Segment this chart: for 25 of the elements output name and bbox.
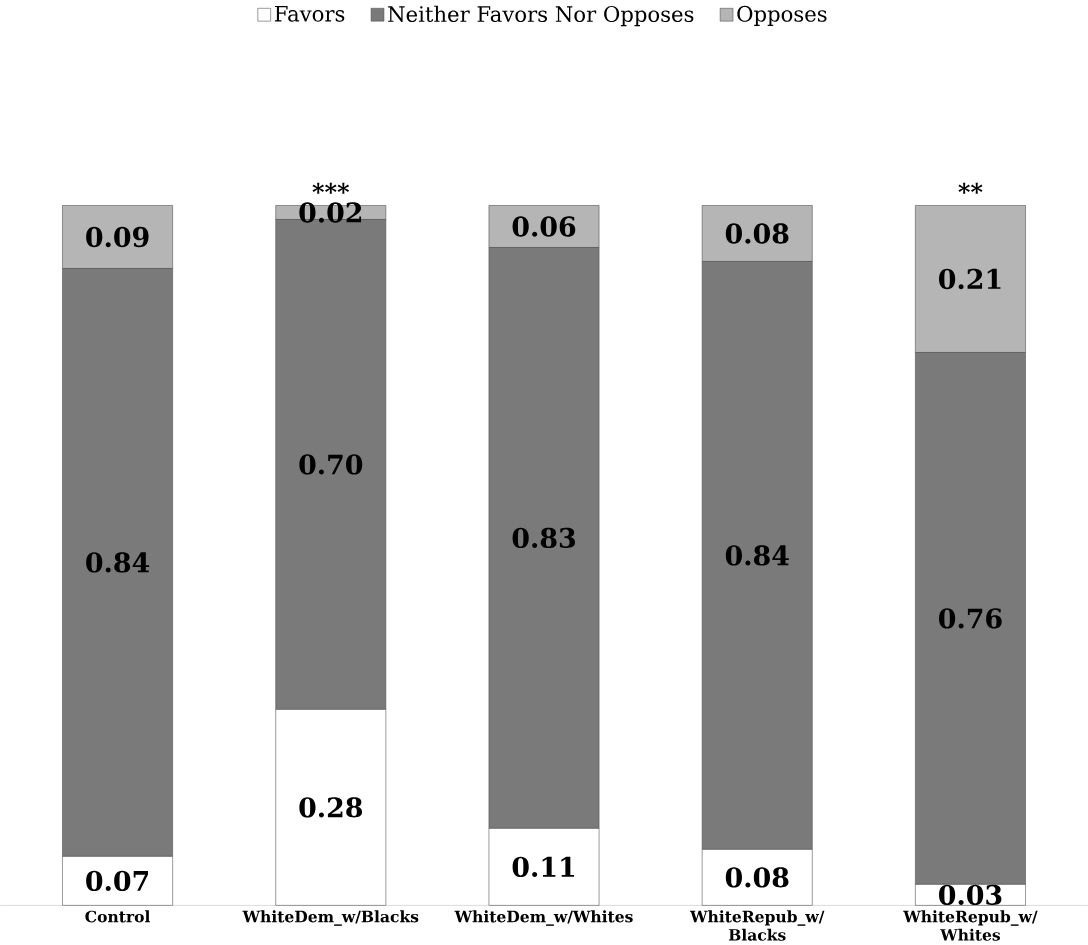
data-label: 0.08 — [725, 223, 789, 244]
data-label: 0.09 — [86, 226, 149, 247]
annotation: ** — [958, 182, 983, 194]
x-tick-label: WhiteDem_w/Blacks — [242, 910, 419, 926]
x-tick-label: WhiteDem_w/Whites — [454, 910, 633, 926]
data-label: 0.07 — [86, 870, 149, 891]
data-label: 0.70 — [299, 454, 363, 475]
data-label: 0.06 — [512, 216, 576, 237]
data-label: 0.84 — [86, 552, 150, 573]
data-label: 0.11 — [512, 856, 575, 877]
x-tick-label: WhiteRepub_w/ Whites — [903, 910, 1038, 941]
data-label: 0.21 — [939, 268, 1001, 289]
x-tick-label: Control — [85, 910, 150, 923]
data-label: 0.84 — [725, 545, 789, 566]
legend-label: Neither Favors Nor Opposes — [388, 5, 694, 26]
legend-label: Favors — [274, 5, 345, 22]
legend-label: Opposes — [737, 5, 827, 26]
data-label: 0.08 — [725, 867, 789, 888]
data-label: 0.83 — [512, 527, 575, 548]
data-label: 0.03 — [939, 884, 1002, 905]
data-label: 0.76 — [939, 608, 1002, 629]
data-label: 0.02 — [299, 202, 362, 223]
x-tick-label: WhiteRepub_w/ Blacks — [689, 910, 825, 941]
data-label: 0.28 — [299, 797, 363, 818]
annotation: *** — [312, 182, 350, 194]
